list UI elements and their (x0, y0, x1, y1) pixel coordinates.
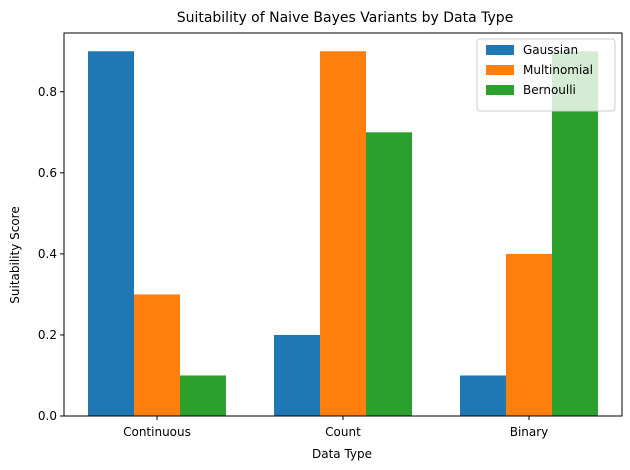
y-tick-label: 0.8 (38, 85, 57, 99)
y-tick-label: 0.2 (38, 328, 57, 342)
legend: Gaussian Multinomial Bernoulli (476, 38, 616, 112)
legend-swatch-gaussian (486, 45, 514, 55)
bar-bernoulli-count (366, 132, 412, 416)
x-axis-label: Data Type (312, 447, 372, 461)
bar-gaussian-continuous (88, 51, 134, 416)
y-tick-label: 0.6 (38, 166, 57, 180)
bar-bernoulli-binary (552, 51, 598, 416)
y-tick-label: 0.0 (38, 409, 57, 423)
x-ticks-group: Continuous Count Binary (123, 416, 548, 439)
legend-label-gaussian: Gaussian (523, 43, 578, 57)
legend-swatch-bernoulli (486, 85, 514, 95)
chart-title: Suitability of Naive Bayes Variants by D… (177, 10, 514, 26)
bar-gaussian-count (274, 334, 320, 416)
x-tick-label: Count (325, 425, 361, 439)
x-tick-label: Continuous (123, 425, 191, 439)
legend-swatch-multinomial (486, 65, 514, 75)
y-axis-label: Suitability Score (8, 206, 22, 303)
bar-gaussian-binary (460, 375, 506, 416)
bar-multinomial-continuous (134, 294, 180, 416)
bars-group (88, 51, 598, 416)
legend-label-multinomial: Multinomial (523, 63, 593, 77)
y-ticks-group: 0.0 0.2 0.4 0.6 0.8 (38, 85, 64, 423)
bar-bernoulli-continuous (180, 375, 226, 416)
y-tick-label: 0.4 (38, 247, 57, 261)
bar-multinomial-count (320, 51, 366, 416)
bar-multinomial-binary (506, 253, 552, 416)
legend-label-bernoulli: Bernoulli (523, 83, 576, 97)
x-tick-label: Binary (510, 425, 549, 439)
